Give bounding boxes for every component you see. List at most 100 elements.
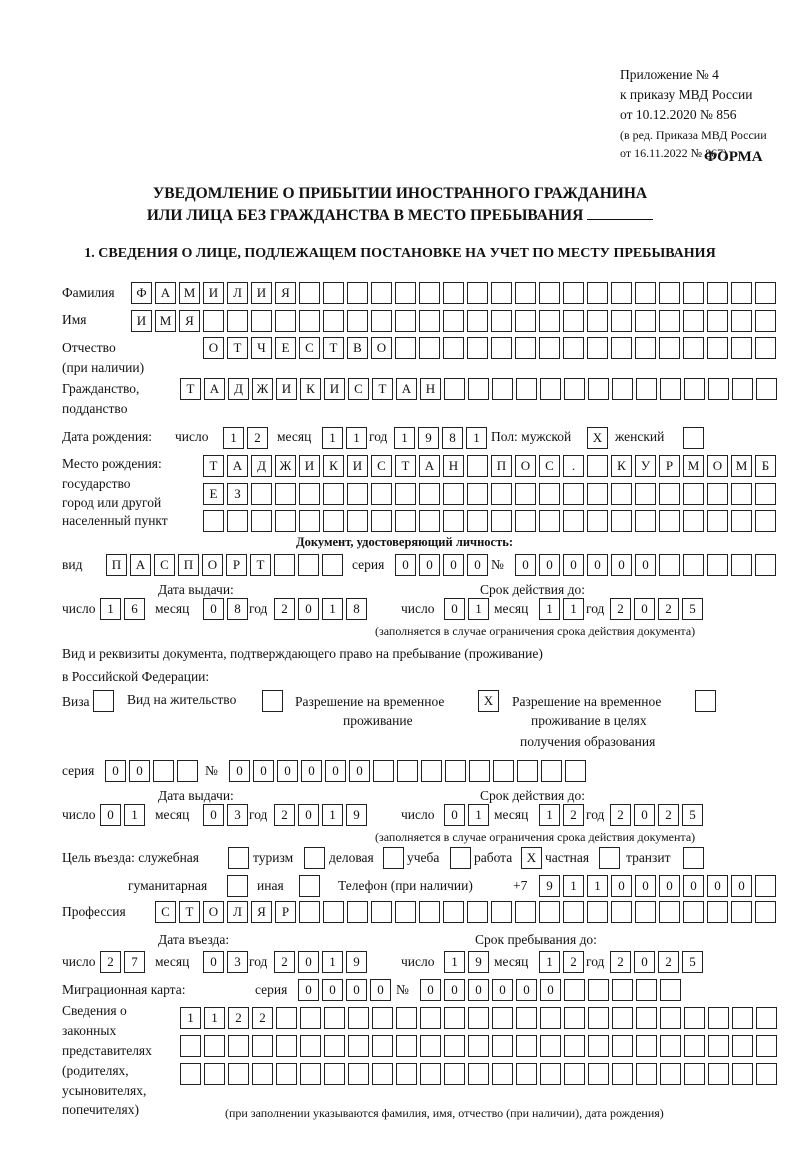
char-box-birthplace2[interactable]	[443, 483, 464, 505]
char-box-birthplace2[interactable]	[251, 483, 272, 505]
char-box-birthplace3[interactable]	[755, 510, 776, 532]
char-box-doc-number[interactable]	[683, 554, 704, 576]
char-box-doc-number[interactable]: 0	[515, 554, 536, 576]
char-box-profession[interactable]	[515, 901, 536, 923]
char-box-phone[interactable]: 0	[611, 875, 632, 897]
char-box-reps1[interactable]	[756, 1007, 777, 1029]
char-box-doc-valid-month[interactable]: 1	[539, 598, 560, 620]
char-box-name[interactable]	[395, 310, 416, 332]
char-box-doc-valid-year[interactable]: 5	[682, 598, 703, 620]
char-box-birthplace3[interactable]	[371, 510, 392, 532]
char-box-reps3[interactable]	[492, 1063, 513, 1085]
char-box-birthplace1[interactable]: О	[707, 455, 728, 477]
char-box-profession[interactable]	[299, 901, 320, 923]
char-box-doc-issue-year[interactable]: 2	[274, 598, 295, 620]
char-box-birthplace3[interactable]	[395, 510, 416, 532]
char-box-reps2[interactable]	[636, 1035, 657, 1057]
char-box-surname[interactable]: Я	[275, 282, 296, 304]
char-box-birthplace1[interactable]: А	[419, 455, 440, 477]
char-box-reps3[interactable]	[588, 1063, 609, 1085]
char-box-doc-issue-day[interactable]: 6	[124, 598, 145, 620]
char-box-birthplace3[interactable]	[611, 510, 632, 532]
char-box-migration-number[interactable]	[636, 979, 657, 1001]
char-box-doc-kind[interactable]: А	[130, 554, 151, 576]
char-box-profession[interactable]: Я	[251, 901, 272, 923]
char-box-patronymic[interactable]: Е	[275, 337, 296, 359]
char-box-permit-number[interactable]: 0	[253, 760, 274, 782]
char-box-profession[interactable]	[707, 901, 728, 923]
char-box-doc-number[interactable]: 0	[635, 554, 656, 576]
char-box-citizenship[interactable]: И	[324, 378, 345, 400]
char-box-reps1[interactable]	[684, 1007, 705, 1029]
char-box-doc-series[interactable]: 0	[467, 554, 488, 576]
char-box-doc-kind[interactable]: Р	[226, 554, 247, 576]
char-box-patronymic[interactable]	[539, 337, 560, 359]
checkbox-sex-female[interactable]	[683, 427, 704, 449]
char-box-name[interactable]	[323, 310, 344, 332]
char-box-reps3[interactable]	[756, 1063, 777, 1085]
char-box-name[interactable]	[659, 310, 680, 332]
char-box-migration-number[interactable]: 0	[420, 979, 441, 1001]
char-box-entry-year[interactable]: 0	[298, 951, 319, 973]
char-box-patronymic[interactable]	[467, 337, 488, 359]
char-box-phone[interactable]: 1	[563, 875, 584, 897]
char-box-phone[interactable]: 0	[683, 875, 704, 897]
title-blank-line[interactable]	[587, 205, 654, 220]
char-box-phone[interactable]: 0	[731, 875, 752, 897]
char-box-reps2[interactable]	[732, 1035, 753, 1057]
char-box-reps3[interactable]	[660, 1063, 681, 1085]
char-box-stay-year[interactable]: 2	[658, 951, 679, 973]
char-box-name[interactable]	[203, 310, 224, 332]
char-box-reps2[interactable]	[324, 1035, 345, 1057]
checkbox-visa[interactable]	[93, 690, 114, 712]
char-box-reps2[interactable]	[612, 1035, 633, 1057]
char-box-reps2[interactable]	[756, 1035, 777, 1057]
char-box-doc-kind[interactable]: С	[154, 554, 175, 576]
char-box-reps2[interactable]	[564, 1035, 585, 1057]
char-box-stay-month[interactable]: 2	[563, 951, 584, 973]
char-box-surname[interactable]: М	[179, 282, 200, 304]
char-box-reps2[interactable]	[516, 1035, 537, 1057]
char-box-permit-number[interactable]: 0	[301, 760, 322, 782]
char-box-reps3[interactable]	[636, 1063, 657, 1085]
char-box-birthplace3[interactable]	[635, 510, 656, 532]
char-box-reps3[interactable]	[468, 1063, 489, 1085]
char-box-reps3[interactable]	[516, 1063, 537, 1085]
char-box-birthplace2[interactable]	[659, 483, 680, 505]
char-box-doc-valid-year[interactable]: 2	[658, 598, 679, 620]
char-box-profession[interactable]	[467, 901, 488, 923]
char-box-migration-number[interactable]: 0	[492, 979, 513, 1001]
char-box-reps1[interactable]	[348, 1007, 369, 1029]
char-box-reps3[interactable]	[444, 1063, 465, 1085]
char-box-birthplace2[interactable]	[299, 483, 320, 505]
char-box-name[interactable]	[491, 310, 512, 332]
char-box-reps1[interactable]	[732, 1007, 753, 1029]
char-box-profession[interactable]	[347, 901, 368, 923]
char-box-reps1[interactable]	[516, 1007, 537, 1029]
char-box-citizenship[interactable]: Т	[372, 378, 393, 400]
char-box-birthplace2[interactable]	[539, 483, 560, 505]
char-box-birthplace2[interactable]	[755, 483, 776, 505]
char-box-phone[interactable]: 9	[539, 875, 560, 897]
char-box-reps2[interactable]	[348, 1035, 369, 1057]
char-box-doc-valid-day[interactable]: 0	[444, 598, 465, 620]
char-box-reps1[interactable]	[636, 1007, 657, 1029]
char-box-patronymic[interactable]	[491, 337, 512, 359]
char-box-profession[interactable]	[443, 901, 464, 923]
checkbox-edu-residence[interactable]	[695, 690, 716, 712]
char-box-doc-valid-day[interactable]: 1	[468, 598, 489, 620]
char-box-permit-issue-day[interactable]: 1	[124, 804, 145, 826]
char-box-citizenship[interactable]	[516, 378, 537, 400]
char-box-entry-year[interactable]: 2	[274, 951, 295, 973]
char-box-entry-year[interactable]: 1	[322, 951, 343, 973]
char-box-permit-series[interactable]	[177, 760, 198, 782]
char-box-reps2[interactable]	[396, 1035, 417, 1057]
char-box-birthplace3[interactable]	[251, 510, 272, 532]
char-box-profession[interactable]	[323, 901, 344, 923]
char-box-birthplace2[interactable]	[323, 483, 344, 505]
char-box-doc-series[interactable]: 0	[419, 554, 440, 576]
char-box-stay-year[interactable]: 2	[610, 951, 631, 973]
char-box-surname[interactable]	[467, 282, 488, 304]
char-box-birth-year[interactable]: 1	[466, 427, 487, 449]
char-box-profession[interactable]: Л	[227, 901, 248, 923]
